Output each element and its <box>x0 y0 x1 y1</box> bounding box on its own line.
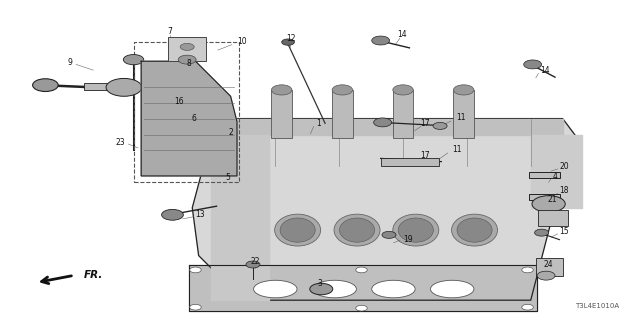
Text: 14: 14 <box>540 66 550 75</box>
Circle shape <box>33 79 58 92</box>
Text: 20: 20 <box>559 162 569 171</box>
Text: 22: 22 <box>250 257 260 266</box>
Circle shape <box>382 231 396 238</box>
Text: 9: 9 <box>67 58 72 67</box>
Polygon shape <box>192 119 582 300</box>
Bar <box>529 172 560 178</box>
Text: 12: 12 <box>287 34 296 43</box>
Circle shape <box>189 267 201 273</box>
Circle shape <box>106 78 142 96</box>
Circle shape <box>532 196 565 212</box>
Text: 1: 1 <box>316 119 321 128</box>
Circle shape <box>310 283 333 295</box>
Circle shape <box>178 55 196 64</box>
Ellipse shape <box>339 218 374 242</box>
Circle shape <box>454 85 474 95</box>
Polygon shape <box>189 265 537 311</box>
Bar <box>134 42 239 182</box>
Polygon shape <box>141 55 237 176</box>
Ellipse shape <box>393 214 439 246</box>
Circle shape <box>537 271 555 280</box>
Text: 14: 14 <box>397 30 406 39</box>
Text: 17: 17 <box>420 119 430 128</box>
Text: T3L4E1010A: T3L4E1010A <box>575 303 619 309</box>
Polygon shape <box>531 134 582 208</box>
Circle shape <box>522 267 533 273</box>
Circle shape <box>433 123 447 129</box>
Text: 13: 13 <box>195 210 205 219</box>
Ellipse shape <box>431 280 474 298</box>
Circle shape <box>534 229 548 236</box>
Bar <box>168 37 206 61</box>
Ellipse shape <box>253 280 297 298</box>
Polygon shape <box>211 119 563 134</box>
Bar <box>536 258 563 276</box>
Text: 21: 21 <box>548 195 557 204</box>
Text: 3: 3 <box>317 279 323 288</box>
Text: 4: 4 <box>552 172 557 181</box>
Bar <box>529 195 560 200</box>
Text: 19: 19 <box>403 235 413 244</box>
Circle shape <box>393 85 413 95</box>
Circle shape <box>332 85 353 95</box>
Polygon shape <box>211 134 269 300</box>
Ellipse shape <box>280 218 316 242</box>
Circle shape <box>524 60 541 69</box>
Text: FR.: FR. <box>84 270 103 280</box>
Circle shape <box>374 118 392 127</box>
Text: 5: 5 <box>226 173 230 182</box>
Text: 24: 24 <box>544 260 554 269</box>
Text: 16: 16 <box>175 97 184 106</box>
Text: 23: 23 <box>116 138 125 147</box>
Bar <box>271 90 292 138</box>
Ellipse shape <box>334 214 380 246</box>
Ellipse shape <box>275 214 321 246</box>
Text: 17: 17 <box>420 151 430 160</box>
Circle shape <box>162 209 183 220</box>
Circle shape <box>372 36 390 45</box>
Bar <box>393 90 413 138</box>
Ellipse shape <box>313 280 356 298</box>
Bar <box>454 90 474 138</box>
Bar <box>381 158 440 166</box>
Circle shape <box>356 267 367 273</box>
Ellipse shape <box>452 214 497 246</box>
Circle shape <box>271 85 292 95</box>
Bar <box>538 210 568 226</box>
Circle shape <box>189 304 201 310</box>
Text: 7: 7 <box>168 28 172 36</box>
Ellipse shape <box>457 218 492 242</box>
Ellipse shape <box>372 280 415 298</box>
Text: 11: 11 <box>452 145 461 154</box>
Circle shape <box>356 305 367 311</box>
Text: 18: 18 <box>559 186 569 195</box>
Text: 10: 10 <box>237 37 247 46</box>
Circle shape <box>522 304 533 310</box>
Text: 11: 11 <box>456 114 465 123</box>
Ellipse shape <box>398 218 433 242</box>
Circle shape <box>180 44 194 50</box>
Bar <box>84 83 111 90</box>
Circle shape <box>282 39 294 45</box>
Text: 8: 8 <box>187 59 191 68</box>
Text: 6: 6 <box>191 114 196 123</box>
Text: 2: 2 <box>228 128 233 137</box>
Bar <box>332 90 353 138</box>
Text: 15: 15 <box>559 227 569 236</box>
Circle shape <box>246 261 260 268</box>
Circle shape <box>124 54 144 65</box>
